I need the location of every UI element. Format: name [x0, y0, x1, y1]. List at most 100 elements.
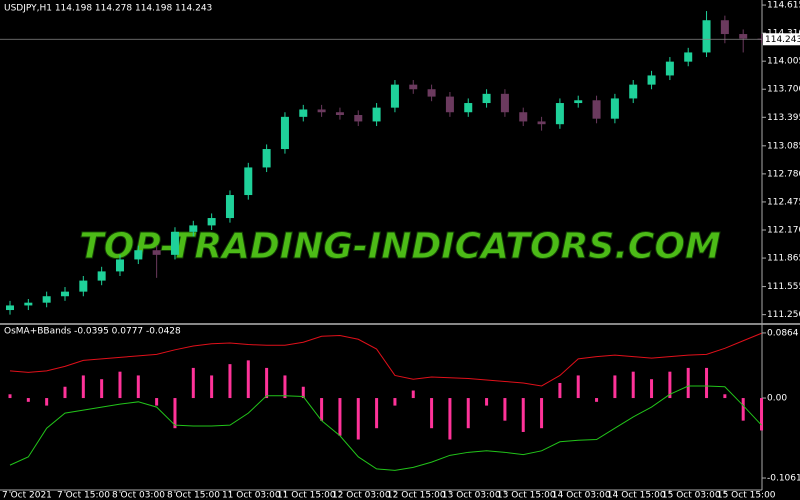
- histogram-bar: [411, 390, 415, 399]
- histogram-bar: [668, 371, 672, 399]
- histogram-bar: [613, 375, 617, 399]
- candle-body: [372, 107, 381, 122]
- histogram-bar: [45, 398, 49, 406]
- histogram-bar: [283, 375, 287, 399]
- x-tick-label: 15 Oct 15:00: [717, 491, 776, 500]
- candle-body: [134, 250, 143, 260]
- histogram-bar: [8, 394, 12, 399]
- histogram-bar: [760, 398, 764, 431]
- histogram-bar: [356, 398, 360, 440]
- candle-body: [170, 231, 179, 255]
- candle-body: [647, 75, 656, 85]
- y-tick-label: 0.00: [767, 394, 787, 404]
- candle-body: [610, 98, 619, 119]
- last-price-label: 114.243: [765, 35, 800, 45]
- candle-body: [6, 305, 14, 311]
- candle-body: [280, 116, 289, 150]
- histogram-bar: [540, 398, 544, 429]
- x-tick-label: 8 Oct 15:00: [167, 491, 220, 500]
- price-chart-title: USDJPY,H1 114.198 114.278 114.198 114.24…: [4, 4, 212, 14]
- candle-body: [684, 52, 693, 62]
- y-tick-label: -0.1061: [767, 474, 800, 484]
- histogram-bar: [228, 364, 232, 399]
- candle-body: [335, 112, 344, 115]
- histogram-bar: [430, 398, 434, 429]
- candle-body: [79, 280, 88, 292]
- y-tick-label: 113.700: [767, 85, 800, 95]
- candle-body: [592, 100, 601, 119]
- candle-body: [519, 112, 528, 122]
- candle-body: [500, 93, 509, 113]
- histogram-bar: [338, 398, 342, 436]
- candle-body: [42, 296, 51, 303]
- x-tick-label: 11 Oct 15:00: [277, 491, 336, 500]
- x-tick-label: 13 Oct 15:00: [497, 491, 556, 500]
- candle-body: [60, 291, 69, 297]
- candle-body: [629, 84, 638, 99]
- histogram-bar: [265, 367, 269, 399]
- x-tick-label: 12 Oct 03:00: [332, 491, 391, 500]
- watermark: TOP-TRADING-INDICATORS.COM: [79, 226, 721, 267]
- x-tick-label: 8 Oct 03:00: [112, 491, 165, 500]
- candle-body: [739, 34, 748, 39]
- lower-band-line: [9, 385, 762, 471]
- histogram-bar: [521, 398, 525, 432]
- candle-body: [720, 20, 729, 35]
- histogram-bar: [26, 398, 30, 402]
- histogram-bar: [503, 398, 507, 421]
- candle-body: [115, 259, 124, 272]
- candle-body: [537, 121, 546, 125]
- histogram-bar: [723, 394, 727, 399]
- histogram-bar: [173, 398, 177, 429]
- histogram-bar: [595, 398, 599, 402]
- x-tick-label: 7 Oct 15:00: [57, 491, 110, 500]
- upper-band-line: [9, 332, 762, 387]
- histogram-bar: [100, 379, 104, 399]
- y-tick-label: 111.555: [767, 282, 800, 292]
- x-tick-label: 7 Oct 2021: [2, 491, 52, 500]
- x-tick-label: 14 Oct 15:00: [607, 491, 666, 500]
- histogram-bar: [576, 375, 580, 399]
- y-tick-label: 111.865: [767, 254, 800, 264]
- histogram-bar: [118, 371, 122, 399]
- histogram-bar: [466, 398, 470, 429]
- x-tick-label: 15 Oct 03:00: [662, 491, 721, 500]
- y-tick-label: 112.475: [767, 197, 800, 207]
- histogram-bar: [136, 375, 140, 399]
- histogram-bar: [558, 382, 562, 399]
- histogram-bar: [631, 371, 635, 399]
- indicator-title: OsMA+BBands -0.0395 0.0777 -0.0428: [4, 327, 181, 337]
- y-tick-label: 114.615: [767, 1, 800, 11]
- histogram-bar: [246, 360, 250, 399]
- y-tick-label: 113.395: [767, 113, 800, 123]
- y-tick-label: 0.0864: [767, 328, 799, 338]
- histogram-bar: [485, 398, 489, 406]
- candle-body: [574, 100, 583, 104]
- x-tick-label: 12 Oct 15:00: [387, 491, 446, 500]
- candle-body: [390, 84, 399, 108]
- candle-body: [409, 84, 418, 90]
- last-price-box: [763, 33, 800, 46]
- candle-body: [427, 89, 436, 97]
- candle-body: [97, 271, 106, 281]
- y-tick-label: 112.780: [767, 169, 800, 179]
- candle-body: [189, 225, 198, 232]
- x-tick-label: 11 Oct 03:00: [222, 491, 281, 500]
- histogram-bar: [191, 367, 195, 399]
- candle-body: [702, 20, 711, 53]
- histogram-bar: [650, 379, 654, 399]
- histogram-bar: [686, 367, 690, 399]
- y-tick-label: 112.170: [767, 226, 800, 236]
- histogram-bar: [63, 386, 67, 399]
- histogram-bar: [320, 398, 324, 421]
- histogram-bar: [81, 375, 85, 399]
- candle-body: [482, 93, 491, 104]
- candle-body: [354, 115, 363, 122]
- histogram-bar: [705, 367, 709, 399]
- candle-body: [464, 103, 473, 113]
- candle-body: [299, 109, 308, 117]
- y-tick-label: 114.005: [767, 57, 800, 67]
